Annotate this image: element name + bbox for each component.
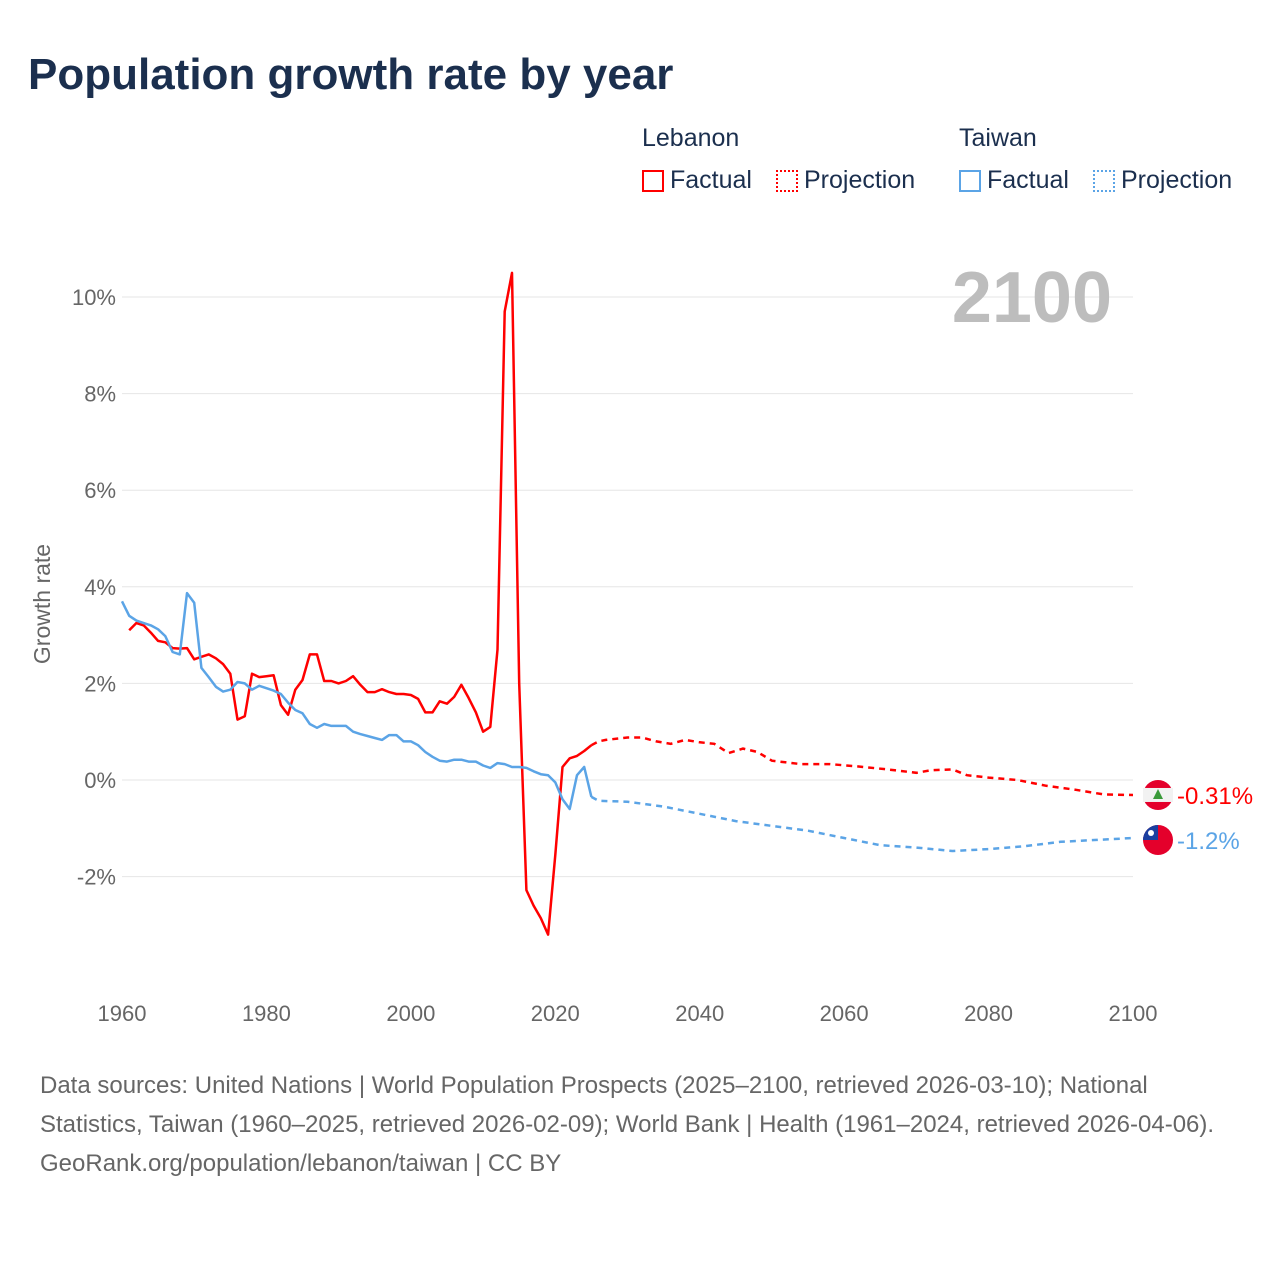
legend-lebanon-factual[interactable]: Factual [642,166,752,195]
y-tick-label: 4% [84,575,116,600]
legend-label: Projection [804,166,916,194]
legend-swatch [959,169,981,192]
x-tick-label: 2020 [531,1001,580,1026]
x-tick-label: 2080 [964,1001,1013,1026]
legend-lebanon-projection[interactable]: Projection [776,166,915,195]
x-tick-label: 1960 [98,1001,147,1026]
x-tick-label: 2060 [820,1001,869,1026]
taiwan-factual-line [120,591,593,811]
x-tick-label: 1980 [242,1001,291,1026]
legend-swatch [1093,169,1115,192]
legend-label: Factual [670,166,752,194]
chart-plot: -2% 0% 2% 4% 6% 8% 10% 1960 1980 2000 2020 2040 2060… [29,258,1253,1026]
legend-swatch [642,169,664,192]
legend-country-lebanon: Lebanon [642,124,740,152]
lebanon-projection-line [590,736,1134,797]
year-watermark: 2100 [952,258,1112,338]
y-tick-label: -2% [77,865,116,890]
y-tick-label: 6% [84,478,116,503]
y-tick-label: 2% [84,671,116,696]
lebanon-flag-icon [1143,779,1173,810]
y-tick-label: 8% [84,382,116,407]
x-tick-label: 2040 [675,1001,724,1026]
lebanon-end-label: -0.31% [1177,783,1253,810]
taiwan-flag-icon [1143,824,1173,855]
x-tick-label: 2100 [1109,1001,1158,1026]
legend-country-taiwan: Taiwan [959,124,1037,152]
lebanon-factual-line [128,271,593,936]
chart-title: Population growth rate by year [28,50,674,99]
legend-swatch [776,169,798,192]
y-tick-label: 10% [72,285,116,310]
taiwan-end-label: -1.2% [1177,828,1240,855]
footer: Data sources: United Nations | World Pop… [40,1066,1250,1183]
y-tick-label: 0% [84,768,116,793]
legend-taiwan-projection[interactable]: Projection [1093,166,1232,195]
legend-label: Projection [1121,166,1233,194]
y-axis-label: Growth rate [29,544,55,664]
credit-link[interactable]: GeoRank.org/population/lebanon/taiwan | … [40,1150,562,1177]
legend-taiwan-factual[interactable]: Factual [959,166,1069,195]
legend-label: Factual [987,166,1069,194]
data-sources: Data sources: United Nations | World Pop… [40,1072,1215,1138]
x-tick-label: 2000 [386,1001,435,1026]
taiwan-projection-line [590,795,1134,853]
